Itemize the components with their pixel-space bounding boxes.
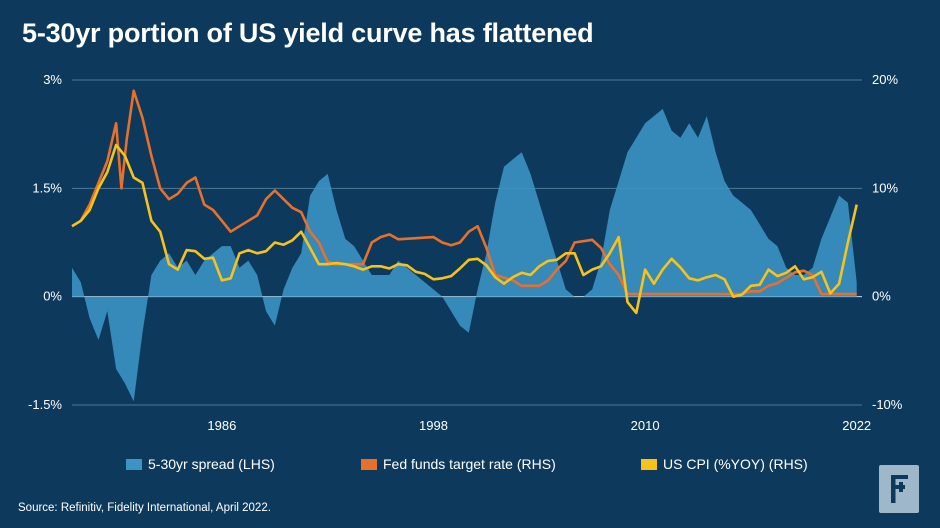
legend: 5-30yr spread (LHS) Fed funds target rat… bbox=[0, 456, 940, 476]
x-tick-label: 2022 bbox=[842, 418, 871, 433]
y-left-tick-label: 1.5% bbox=[32, 180, 62, 195]
y-left-tick-label: -1.5% bbox=[28, 397, 62, 412]
legend-item-fed: Fed funds target rate (RHS) bbox=[361, 456, 556, 472]
chart-title: 5-30yr portion of US yield curve has fla… bbox=[22, 18, 594, 48]
series-spread-area bbox=[72, 108, 857, 402]
legend-swatch-cpi bbox=[641, 458, 657, 470]
series-fed-funds-line bbox=[71, 89, 857, 296]
y-right-tick-label: -10% bbox=[872, 397, 903, 412]
x-tick-label: 2010 bbox=[631, 418, 660, 433]
y-left-tick-label: 0% bbox=[43, 289, 62, 304]
source-note: Source: Refinitiv, Fidelity Internationa… bbox=[18, 502, 271, 514]
legend-swatch-spread bbox=[126, 458, 142, 470]
x-tick-label: 1998 bbox=[419, 418, 448, 433]
axis-ticks: 3% 1.5% 0% -1.5% 20% 10% 0% -10% 1986 1998 2010 202… bbox=[28, 72, 903, 433]
y-right-tick-label: 10% bbox=[872, 180, 898, 195]
fidelity-logo-icon bbox=[879, 465, 919, 513]
legend-label-spread: 5-30yr spread (LHS) bbox=[148, 456, 275, 472]
legend-swatch-fed bbox=[361, 458, 377, 470]
x-tick-label: 1986 bbox=[207, 418, 236, 433]
series-layer bbox=[71, 89, 858, 402]
legend-label-fed: Fed funds target rate (RHS) bbox=[383, 456, 556, 472]
logo-glyph bbox=[891, 475, 908, 503]
y-right-tick-label: 20% bbox=[872, 72, 898, 87]
legend-item-spread: 5-30yr spread (LHS) bbox=[126, 456, 275, 472]
series-cpi-line bbox=[71, 143, 858, 315]
legend-label-cpi: US CPI (%YOY) (RHS) bbox=[663, 456, 808, 472]
y-left-tick-label: 3% bbox=[43, 72, 62, 87]
y-right-tick-label: 0% bbox=[872, 289, 891, 304]
legend-item-cpi: US CPI (%YOY) (RHS) bbox=[641, 456, 808, 472]
